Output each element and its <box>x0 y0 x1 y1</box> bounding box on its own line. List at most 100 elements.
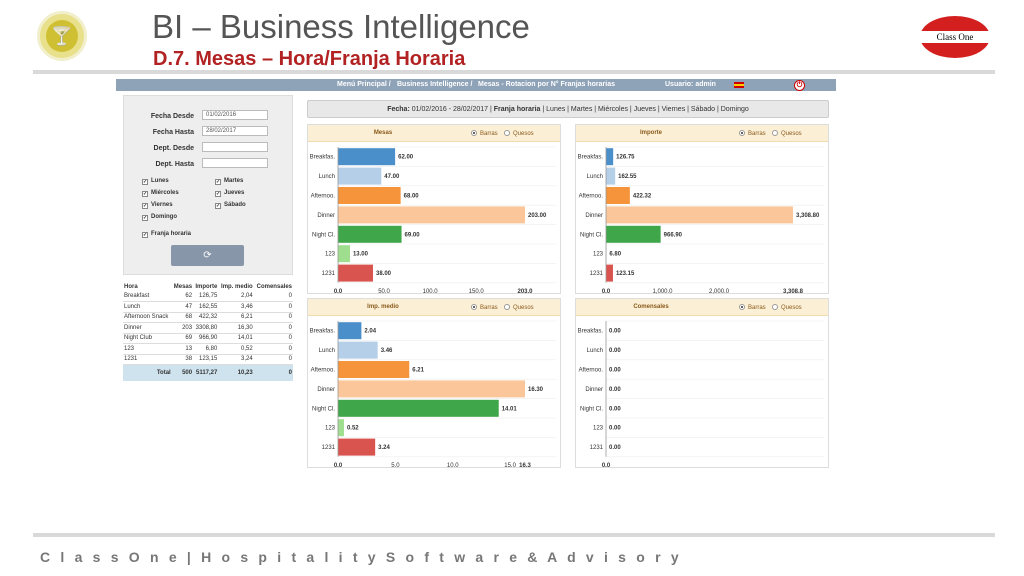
x-tick-label: 0.0 <box>602 289 611 295</box>
category-label: Dinner <box>585 213 603 219</box>
chart-title: Imp. medio <box>367 304 399 310</box>
table-cell: 16,30 <box>218 322 254 334</box>
table-cell: Total <box>123 364 172 381</box>
table-row: Breakfast 62 126,75 2,04 0 <box>123 291 293 302</box>
radio-quesos[interactable]: Quesos <box>504 130 534 137</box>
column-header: Comensales <box>256 284 292 290</box>
divider <box>33 533 995 537</box>
table-cell: 162,55 <box>193 301 219 313</box>
checkbox-viernes[interactable]: ✓ Viernes <box>142 202 173 209</box>
data-label: 0.00 <box>609 445 621 451</box>
class-one-logo: Class One <box>920 16 990 58</box>
table-row: Lunch 47 162,55 3,46 0 <box>123 301 293 313</box>
table-cell: 422,32 <box>193 312 219 323</box>
table-cell: 0 <box>253 333 293 344</box>
table-cell: 1231 <box>123 354 172 365</box>
data-label: 6.21 <box>412 368 424 374</box>
table-cell: 69 <box>171 333 194 344</box>
breadcrumb-bar: Menú Principal / Business Intelligence /… <box>116 79 836 91</box>
radio-barras[interactable]: Barras <box>471 130 498 137</box>
data-label: 126.75 <box>616 155 635 161</box>
checkbox-lunes[interactable]: ✓ Lunes <box>142 178 169 185</box>
refresh-button[interactable]: ⟳ <box>171 245 244 266</box>
data-label: 13.00 <box>353 252 369 258</box>
radio-barras[interactable]: Barras <box>739 130 766 137</box>
category-label: 123 <box>593 426 604 432</box>
table-cell: Breakfast <box>123 291 172 302</box>
dept-hasta-label: Dept. Hasta <box>155 161 194 168</box>
category-label: Breakfas. <box>578 155 604 161</box>
data-label: 14.01 <box>502 406 518 412</box>
column-header: Hora <box>124 284 138 290</box>
checkbox-domingo[interactable]: ✓ Domingo <box>142 214 177 221</box>
chart-title: Comensales <box>633 304 669 310</box>
chart-mesas: Mesas Barras Quesos Breakfas. 62.00 Lunch 4… <box>307 124 561 295</box>
chart-imp-medio: Imp. medio Barras Quesos Breakfas. 2.04 Lu… <box>307 298 561 469</box>
bar <box>338 399 499 417</box>
spain-flag-icon[interactable] <box>734 82 744 88</box>
category-label: Breakfas. <box>310 329 336 335</box>
power-icon[interactable]: ⏻ <box>794 80 805 91</box>
category-label: Lunch <box>587 174 603 180</box>
fecha-hasta-label: Fecha Hasta <box>152 129 194 136</box>
checkbox-franja-horaria[interactable]: ✓ Franja horaria <box>142 231 192 238</box>
table-cell: 5117,27 <box>193 364 219 381</box>
filter-panel: Fecha Desde 01/02/2016 Fecha Hasta 28/02… <box>123 95 293 275</box>
radio-quesos[interactable]: Quesos <box>772 304 802 311</box>
breadcrumb-menu[interactable]: Menú Principal / <box>337 81 391 88</box>
category-label: Afternoo. <box>311 194 336 200</box>
x-tick-label: 1,000.0 <box>653 289 674 295</box>
data-label: 16.30 <box>528 387 544 393</box>
checkbox-jueves[interactable]: ✓ Jueves <box>215 190 245 197</box>
data-label: 6.80 <box>609 252 621 258</box>
data-label: 0.00 <box>609 387 621 393</box>
category-label: 1231 <box>322 445 336 451</box>
breadcrumb-bi[interactable]: Business Intelligence / <box>397 81 473 88</box>
bar <box>338 167 382 185</box>
category-label: Lunch <box>587 348 603 354</box>
category-label: 123 <box>325 426 336 432</box>
fecha-desde-input[interactable]: 01/02/2016 <box>202 110 268 120</box>
category-label: 123 <box>593 252 604 258</box>
total-row: Total 500 5117,27 10,23 0 <box>123 364 293 381</box>
x-tick-label: 3,308.8 <box>783 289 804 295</box>
data-label: 69.00 <box>405 232 421 238</box>
bar <box>338 419 344 437</box>
table-cell: 0,52 <box>218 343 254 355</box>
checkbox-sabado[interactable]: ✓ Sábado <box>215 202 246 209</box>
table-row: 1231 38 123,15 3,24 0 <box>123 354 293 365</box>
x-tick-label: 5.0 <box>391 463 400 469</box>
data-label: 0.00 <box>609 368 621 374</box>
category-label: Night Cl. <box>580 232 603 238</box>
dept-hasta-input[interactable] <box>202 158 268 168</box>
table-cell: 123 <box>123 343 172 355</box>
checkbox-martes[interactable]: ✓ Martes <box>215 178 244 185</box>
bar <box>338 322 362 340</box>
dept-desde-input[interactable] <box>202 142 268 152</box>
x-tick-label: 150.0 <box>469 289 485 295</box>
fecha-hasta-input[interactable]: 28/02/2017 <box>202 126 268 136</box>
radio-barras[interactable]: Barras <box>471 304 498 311</box>
category-label: Lunch <box>319 348 335 354</box>
category-label: Night Cl. <box>580 406 603 412</box>
bar <box>338 187 401 204</box>
divider <box>33 70 995 74</box>
x-tick-label: 203.0 <box>517 289 533 295</box>
bar <box>338 438 376 456</box>
category-label: Lunch <box>319 174 335 180</box>
checkbox-miercoles[interactable]: ✓ Miércoles <box>142 190 179 197</box>
x-tick-label: 10.0 <box>447 463 459 469</box>
data-label: 3.46 <box>381 348 393 354</box>
table-cell: 966,90 <box>193 333 219 344</box>
table-cell: 203 <box>171 322 194 334</box>
chart-title: Importe <box>639 130 662 136</box>
x-tick-label: 16.3 <box>519 463 531 469</box>
radio-quesos[interactable]: Quesos <box>772 130 802 137</box>
chart-title: Mesas <box>373 130 393 136</box>
chart-comensales: Comensales Barras Quesos Breakfas. 0.00 Lu… <box>575 298 829 469</box>
bar <box>606 225 661 243</box>
radio-barras[interactable]: Barras <box>739 304 766 311</box>
cocktail-icon: 🍸 <box>46 20 78 52</box>
radio-quesos[interactable]: Quesos <box>504 304 534 311</box>
user-label: Usuario: admin <box>665 81 716 88</box>
